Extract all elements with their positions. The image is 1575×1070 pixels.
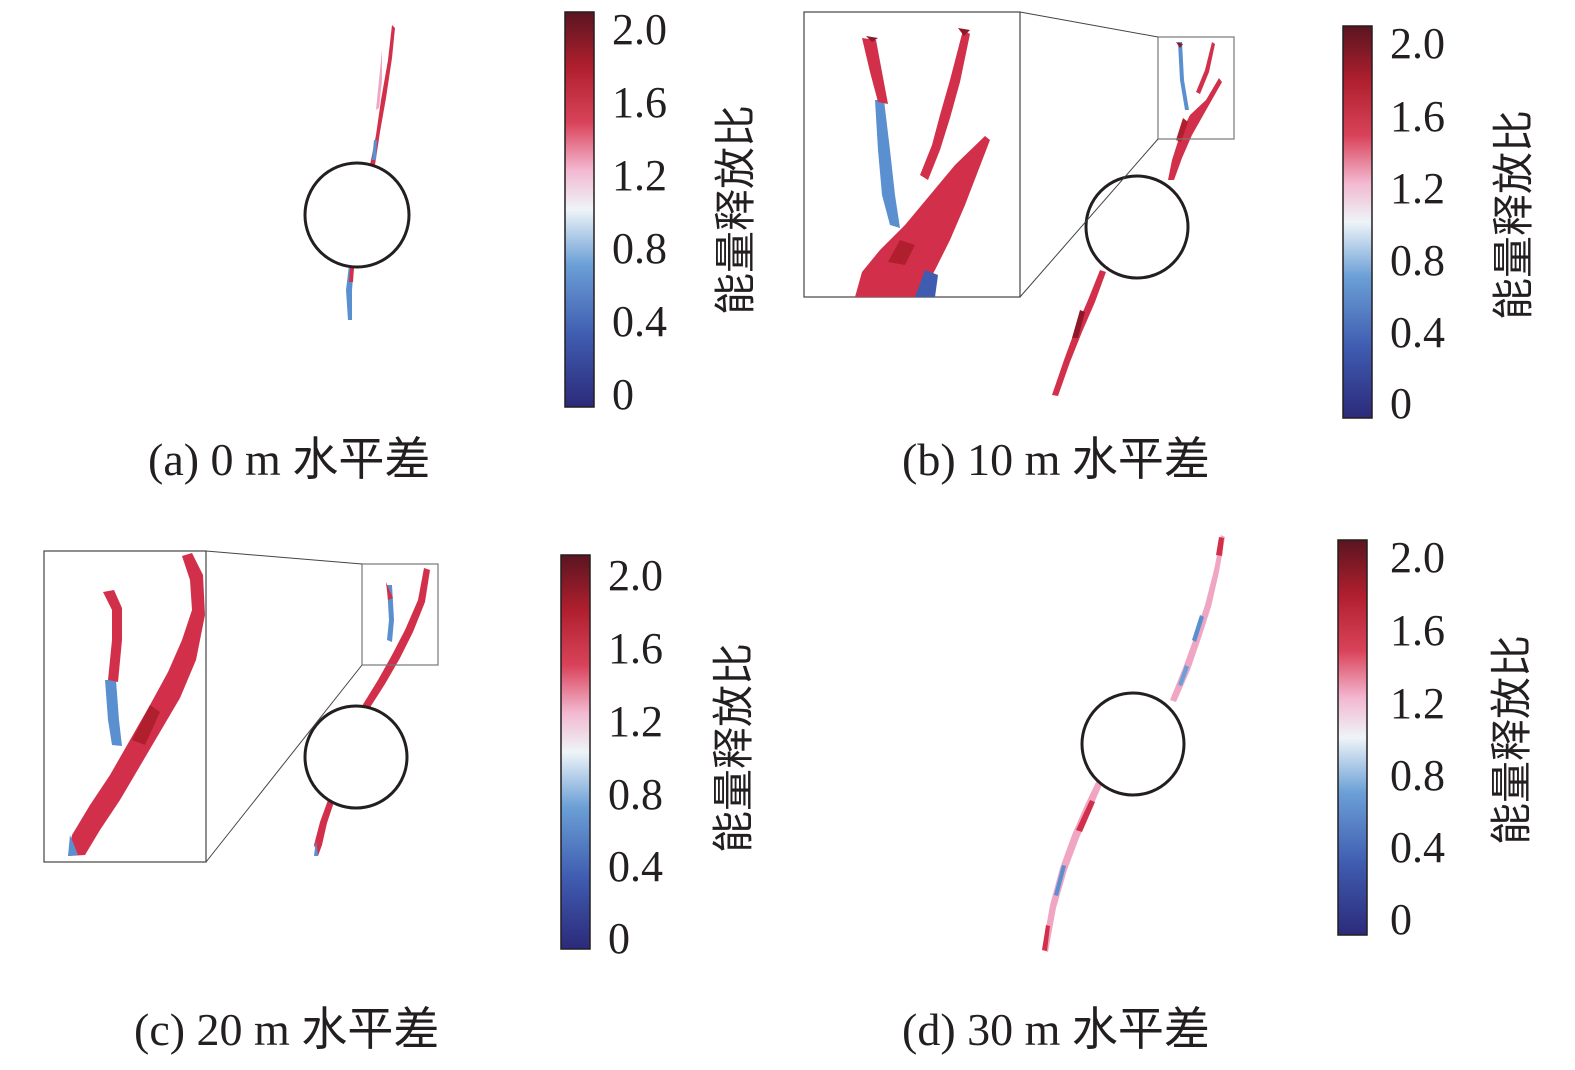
colorbar-tick: 2.0	[612, 5, 667, 54]
colorbar-strip	[1342, 25, 1373, 419]
colorbar-tick: 2.0	[1390, 19, 1445, 68]
colorbar-tick: 1.2	[608, 697, 663, 746]
crack-lower-b	[1052, 270, 1106, 396]
zoom-inset-cracks	[68, 553, 205, 856]
crack-upper-b	[1168, 42, 1222, 180]
colorbar-strip	[560, 554, 591, 950]
crack-upper-c	[362, 568, 430, 709]
colorbar-tick: 0	[1390, 379, 1412, 428]
caption-a: (a) 0 m 水平差	[148, 434, 430, 485]
crack-lower-c	[314, 800, 334, 856]
crack-upper-a	[370, 25, 395, 165]
zoom-inset-box	[43, 550, 207, 863]
colorbar-tick: 2.0	[608, 551, 663, 600]
colorbar-d: 2.0 1.6 1.2 0.8 0.4 0 能量释放比	[1337, 533, 1536, 944]
zoom-source-box	[1157, 36, 1235, 140]
zoom-inset-cracks	[855, 28, 990, 297]
tunnel-circle-c	[303, 704, 409, 810]
zoom-connector	[1019, 11, 1159, 38]
tunnel-circle-a	[303, 161, 411, 269]
caption-b: (b) 10 m 水平差	[902, 434, 1210, 485]
zoom-source-box	[361, 563, 439, 666]
colorbar-title: 能量释放比	[1487, 635, 1536, 845]
colorbar-b: 2.0 1.6 1.2 0.8 0.4 0 能量释放比	[1342, 19, 1538, 428]
colorbar-strip	[564, 11, 595, 408]
colorbar-title: 能量释放比	[709, 643, 758, 853]
crack-lower-a	[346, 265, 354, 320]
colorbar-a: 2.0 1.6 1.2 0.8 0.4 0 能量释放比	[564, 5, 760, 419]
colorbar-tick: 0	[608, 914, 630, 963]
colorbar-title: 能量释放比	[711, 105, 760, 315]
colorbar-c: 2.0 1.6 1.2 0.8 0.4 0 能量释放比	[560, 551, 758, 963]
colorbar-tick: 1.6	[1390, 92, 1445, 141]
crack-lower-d	[1042, 778, 1104, 952]
caption-c: (c) 20 m 水平差	[134, 1004, 439, 1055]
colorbar-strip	[1337, 539, 1368, 936]
panel-a: 2.0 1.6 1.2 0.8 0.4 0 能量释放比 (a) 0 m 水平差	[148, 5, 760, 485]
zoom-connector	[205, 550, 363, 565]
panel-b: 2.0 1.6 1.2 0.8 0.4 0 能量释放比 (b) 10 m 水平差	[803, 11, 1538, 485]
colorbar-tick: 0.4	[608, 842, 663, 891]
panel-d: 2.0 1.6 1.2 0.8 0.4 0 能量释放比 (d) 30 m 水平差	[902, 533, 1536, 1055]
colorbar-tick: 1.2	[1390, 164, 1445, 213]
panel-c: 2.0 1.6 1.2 0.8 0.4 0 能量释放比 (c) 20 m 水平差	[43, 550, 758, 1055]
crack-upper-d	[1170, 535, 1225, 702]
colorbar-tick: 1.6	[1390, 606, 1445, 655]
colorbar-tick: 0	[1390, 895, 1412, 944]
caption-d: (d) 30 m 水平差	[902, 1004, 1210, 1055]
colorbar-tick: 1.6	[612, 78, 667, 127]
zoom-connector	[205, 664, 363, 863]
tunnel-circle-b	[1084, 174, 1190, 280]
colorbar-tick: 0.4	[1390, 308, 1445, 357]
zoom-region-c	[43, 550, 439, 863]
colorbar-tick: 0	[612, 370, 634, 419]
colorbar-tick: 2.0	[1390, 533, 1445, 582]
colorbar-tick: 0.8	[612, 224, 667, 273]
colorbar-tick: 0.8	[1390, 751, 1445, 800]
colorbar-tick: 0.4	[1390, 823, 1445, 872]
colorbar-tick: 0.4	[612, 297, 667, 346]
colorbar-tick: 0.8	[608, 770, 663, 819]
tunnel-circle-d	[1080, 691, 1186, 797]
colorbar-title: 能量释放比	[1489, 110, 1538, 320]
colorbar-tick: 1.6	[608, 624, 663, 673]
colorbar-tick: 1.2	[612, 151, 667, 200]
colorbar-tick: 1.2	[1390, 679, 1445, 728]
colorbar-tick: 0.8	[1390, 236, 1445, 285]
zoom-connector	[1019, 138, 1159, 298]
zoom-region-b	[803, 11, 1235, 298]
